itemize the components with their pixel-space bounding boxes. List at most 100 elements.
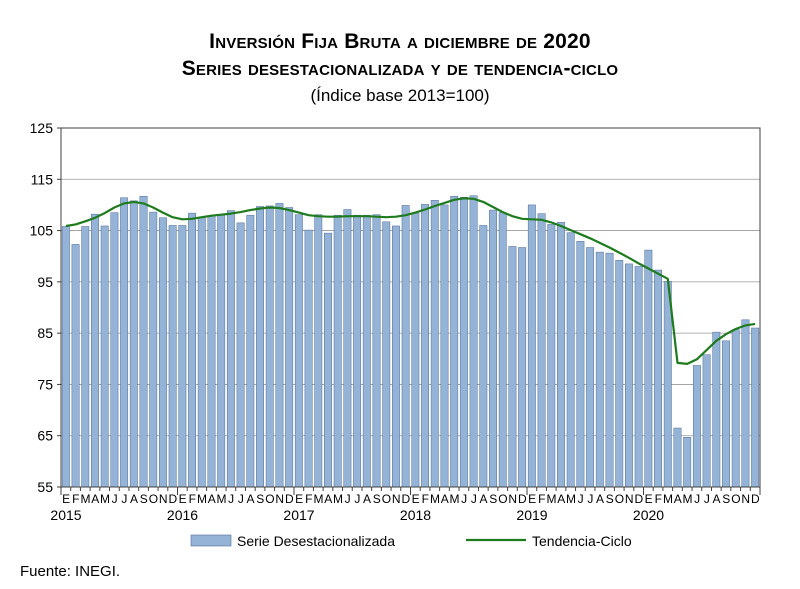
x-month-label: M [100,492,110,506]
x-month-label: M [314,492,324,506]
x-month-label: A [674,492,682,506]
bar [91,213,99,488]
bar [100,225,109,488]
x-month-label: J [471,492,477,506]
x-month-label: A [130,492,138,506]
x-month-label: S [489,492,497,506]
x-month-label: J [238,492,244,506]
x-month-label: A [596,492,604,506]
x-month-label: F [655,492,662,506]
bar [634,266,643,488]
bar [168,225,177,488]
bar [421,204,430,488]
x-month-label: J [461,492,467,506]
x-month-label: S [140,492,148,506]
y-tick-label: 75 [37,376,53,392]
bar [605,252,614,488]
legend-label-bars: Serie Desestacionalizada [237,533,395,549]
bar [139,195,148,488]
x-month-label: A [713,492,721,506]
bar [702,354,711,488]
bar [61,226,70,488]
x-month-label: A [91,492,99,506]
bar [304,229,313,488]
x-month-label: J [354,492,360,506]
bar [81,226,90,488]
bar [178,225,187,488]
x-year-label: 2019 [516,507,547,523]
x-month-label: D [402,492,411,506]
bar [372,214,381,488]
bar [469,195,478,488]
bar [450,195,459,488]
x-month-label: F [305,492,312,506]
bar [576,241,585,488]
x-month-label: J [112,492,118,506]
bar [158,217,167,488]
bar [353,214,362,488]
x-month-label: D [285,492,294,506]
bar [333,214,342,488]
bar [586,247,595,488]
bar [226,210,235,488]
source-note: Fuente: INEGI. [20,563,121,580]
x-month-label: O [149,492,158,506]
x-month-label: J [578,492,584,506]
x-month-label: E [412,492,420,506]
x-month-label: E [62,492,70,506]
bar [411,212,420,488]
trend-line-layer [65,197,756,365]
x-month-label: O [382,492,391,506]
bar [324,232,332,488]
bar [731,329,740,488]
bar [149,211,158,488]
bar [401,205,410,488]
x-month-label: F [422,492,429,506]
bar [256,206,264,488]
x-month-label: A [324,492,332,506]
bar [197,217,206,488]
x-month-label: M [547,492,557,506]
bar [343,209,352,488]
bar [430,200,439,488]
x-month-label: J [228,492,234,506]
x-month-label: M [449,492,459,506]
x-month-label: E [295,492,303,506]
x-month-label: E [645,492,653,506]
chart-title-line2: Series desestacionalizada y de tendencia… [181,57,619,80]
bar [644,249,653,488]
x-month-label: O [265,492,274,506]
x-month-label: J [121,492,127,506]
y-tick-label: 65 [37,428,53,444]
legend-label-trend: Tendencia-Ciclo [532,533,632,549]
y-tick-label: 95 [37,274,53,290]
bar [518,247,527,488]
x-year-label: 2020 [633,507,664,523]
bar [751,327,760,488]
x-month-label: A [208,492,216,506]
x-month-label: E [179,492,187,506]
bar [741,319,750,488]
bar [362,214,371,488]
x-month-label: M [430,492,440,506]
bar [654,269,663,488]
y-tick-label: 125 [30,120,54,136]
bar [217,214,226,488]
x-month-label: M [566,492,576,506]
bar [489,209,497,488]
chart-title-line1: Inversión Fija Bruta a diciembre de 2020 [209,30,591,53]
x-month-label: M [197,492,207,506]
x-month-label: J [704,492,710,506]
x-month-label: S [373,492,381,506]
x-month-label: A [363,492,371,506]
bar [673,427,682,488]
bar [275,203,284,488]
bar [129,200,138,488]
bar [246,214,255,488]
bar [663,281,672,488]
trend-line [65,197,756,365]
bar [110,212,119,488]
y-tick-label: 115 [31,171,54,187]
